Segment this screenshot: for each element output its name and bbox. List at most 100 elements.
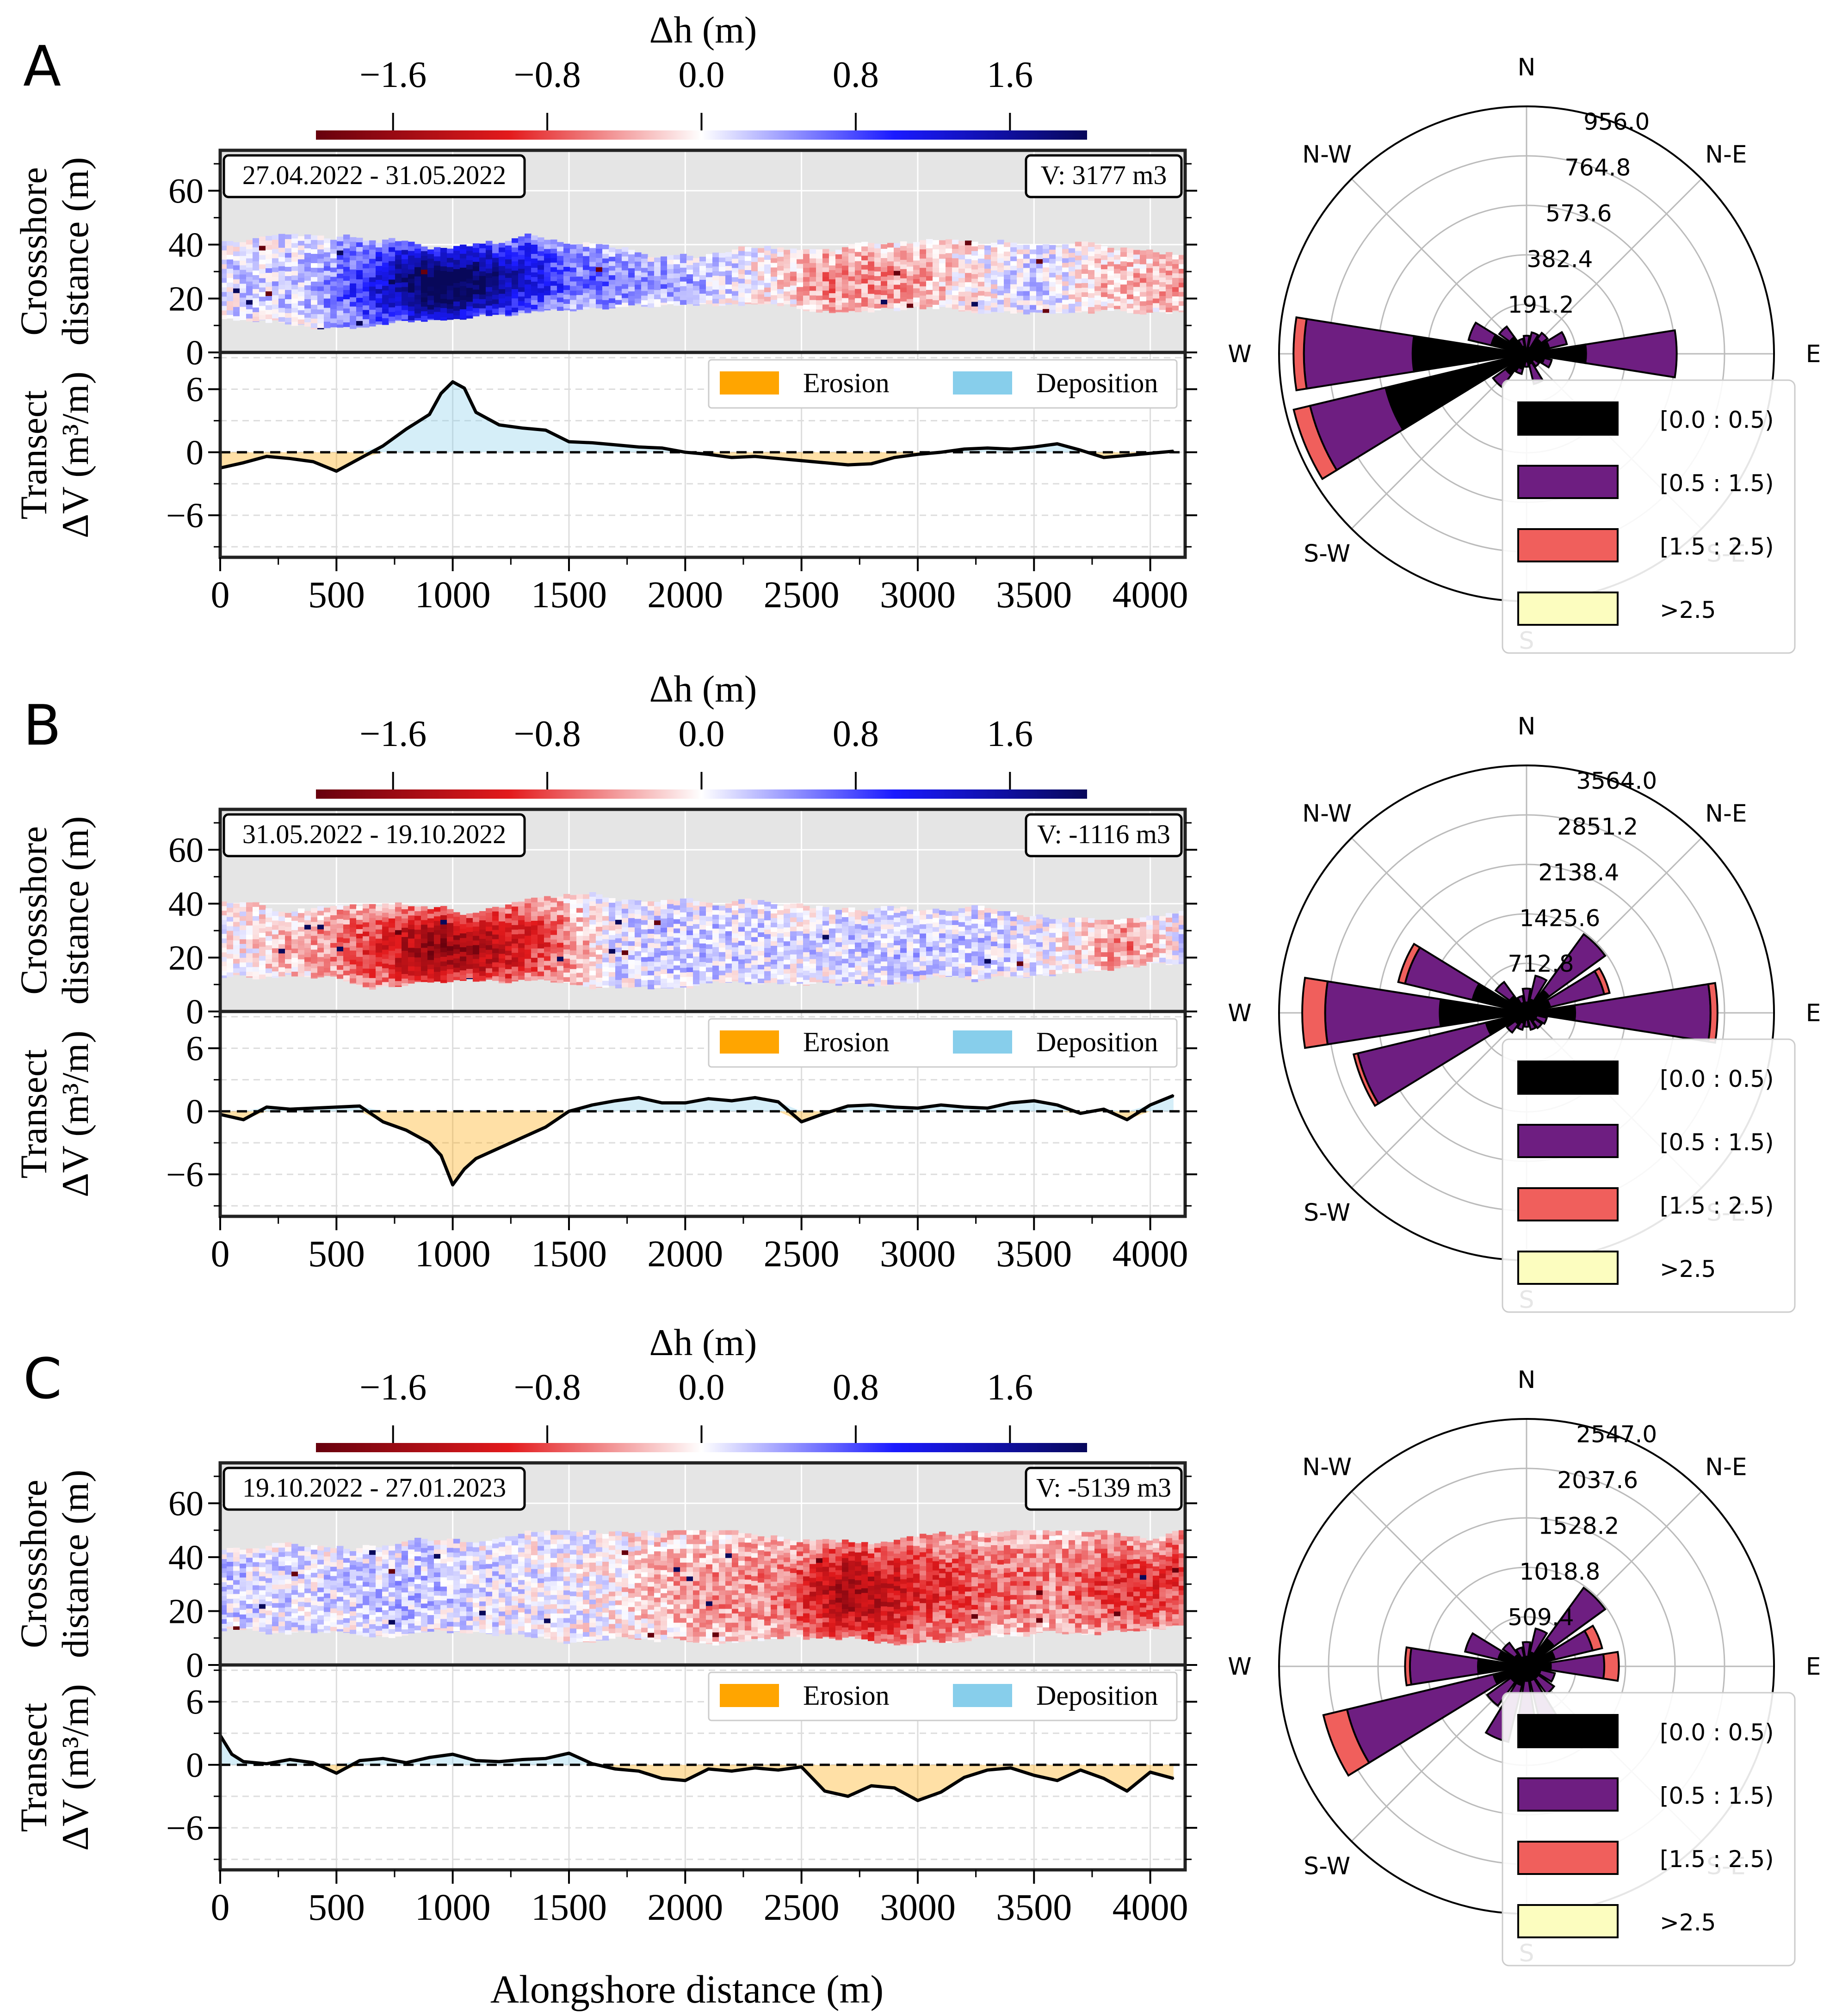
map-cell [233, 293, 240, 298]
map-cell [706, 958, 713, 963]
map-cell [758, 905, 765, 910]
map-cell [790, 248, 797, 253]
map-cell [822, 249, 829, 254]
map-cell [1069, 936, 1076, 941]
map-cell [466, 927, 473, 932]
map-cell [343, 239, 350, 244]
map-cell [304, 911, 311, 916]
map-cell [1172, 259, 1179, 265]
map-cell [402, 946, 408, 951]
map-cell [227, 922, 234, 927]
map-cell [609, 257, 616, 262]
map-cell [1146, 291, 1153, 296]
map-cell [505, 306, 512, 311]
map-cell [777, 266, 784, 271]
map-cell [291, 953, 298, 958]
map-cell [376, 911, 383, 916]
map-cell [920, 915, 927, 920]
map-cell [835, 937, 842, 943]
map-cell [421, 938, 428, 943]
map-cell [499, 275, 506, 280]
map-cell [1094, 263, 1101, 268]
map-cell [810, 268, 816, 273]
map-cell [803, 929, 810, 934]
map-cell [525, 247, 532, 253]
map-cell [304, 916, 311, 921]
map-cell [680, 277, 687, 282]
map-cell [1159, 277, 1166, 283]
map-cell [363, 314, 370, 320]
map-cell [1146, 301, 1153, 306]
map-cell [505, 259, 512, 265]
map-cell [991, 909, 998, 914]
map-cell [1094, 934, 1101, 939]
map-cell [531, 282, 538, 287]
map-cell [395, 241, 402, 246]
map-cell [518, 306, 525, 311]
map-cell [337, 933, 344, 938]
map-cell [1069, 964, 1076, 969]
map-cell [913, 274, 920, 279]
map-cell [661, 965, 668, 970]
map-cell [233, 256, 240, 261]
map-cell [589, 243, 596, 248]
map-cell [984, 926, 991, 931]
map-cell [596, 922, 603, 927]
map-cell [1159, 935, 1166, 940]
map-cell [376, 948, 383, 953]
map-cell [330, 929, 337, 934]
map-cell [745, 252, 752, 257]
map-cell [1075, 945, 1082, 950]
map-cell [654, 902, 661, 907]
map-cell [298, 310, 305, 315]
map-cell [570, 955, 577, 960]
map-cell [764, 297, 771, 302]
map-cell [492, 949, 499, 954]
map-cell [570, 946, 577, 951]
map-cell [1159, 916, 1166, 921]
map-cell [408, 911, 415, 916]
map-cell [1120, 919, 1127, 924]
map-cell [492, 262, 499, 267]
map-cell [363, 245, 370, 250]
map-cell [408, 311, 415, 316]
map-cell [278, 944, 285, 949]
map-cell [499, 977, 506, 982]
map-cell [350, 909, 357, 914]
map-cell [337, 269, 344, 274]
map-cell [317, 929, 324, 934]
map-cell [382, 968, 389, 974]
map-cell [693, 263, 700, 268]
map-cell [848, 290, 855, 296]
map-cell [278, 271, 285, 276]
map-cell [499, 944, 506, 949]
map-cell [278, 239, 285, 244]
map-cell [382, 959, 389, 964]
map-cell [699, 275, 706, 280]
map-cell [939, 273, 946, 278]
map-cell [512, 243, 519, 248]
map-cell [1133, 932, 1140, 937]
map-cell [1166, 303, 1173, 308]
map-cell [797, 296, 804, 302]
map-cell [641, 948, 648, 953]
map-cell [479, 980, 486, 981]
map-cell [1101, 302, 1108, 307]
map-cell [253, 257, 260, 262]
map-cell [356, 256, 363, 261]
map-cell [1153, 303, 1160, 308]
map-cell [984, 917, 991, 922]
map-cell [1043, 263, 1050, 268]
map-cell [1101, 265, 1108, 270]
map-cell [615, 948, 622, 953]
map-cell [751, 271, 758, 276]
map-cell [531, 254, 538, 259]
map-cell [680, 282, 687, 287]
map-cell [1043, 290, 1050, 296]
map-cell [473, 262, 480, 267]
map-cell [414, 314, 421, 319]
map-cell [635, 299, 642, 304]
map-cell [1120, 266, 1127, 271]
map-cell [732, 933, 739, 938]
map-cell [861, 912, 868, 917]
